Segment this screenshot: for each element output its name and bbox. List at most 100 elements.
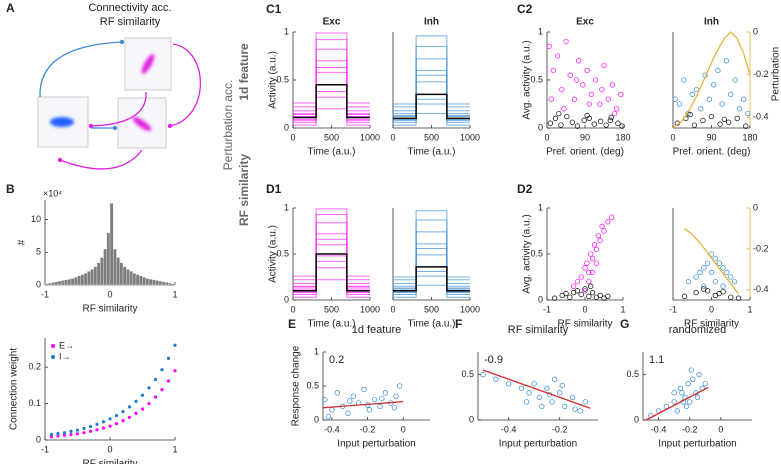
- point: [372, 396, 378, 403]
- point: [95, 428, 99, 432]
- trace: [293, 222, 370, 284]
- trace: [393, 284, 470, 298]
- trace: [293, 208, 370, 277]
- point: [563, 290, 569, 297]
- trace: [293, 84, 370, 119]
- trace: [393, 74, 470, 117]
- point: [322, 396, 328, 403]
- x-axis-label: RF similarity: [83, 459, 138, 464]
- x-tick-label: 0: [582, 304, 587, 314]
- bar: [83, 273, 88, 286]
- point: [569, 394, 576, 400]
- x-tick-label: 500: [324, 132, 339, 142]
- x-tick-label: 90: [580, 132, 590, 142]
- y-tick-label: 0: [538, 294, 543, 304]
- point: [573, 77, 580, 83]
- y2-tick-label: -0.4: [753, 112, 769, 122]
- point: [701, 283, 707, 289]
- point: [716, 290, 722, 297]
- bar: [44, 283, 49, 286]
- point: [721, 116, 727, 123]
- x-axis-label: Pref. orient. (deg): [673, 147, 751, 158]
- trace: [293, 253, 370, 292]
- point: [334, 390, 340, 396]
- point: [121, 419, 125, 423]
- point: [69, 432, 73, 437]
- point: [693, 274, 699, 280]
- point: [493, 376, 499, 382]
- point: [574, 278, 581, 285]
- x-tick-label: 1: [172, 444, 177, 454]
- row-label: RF similarity: [237, 154, 251, 226]
- trace: [293, 67, 370, 116]
- trace: [393, 58, 470, 112]
- trace: [293, 39, 370, 108]
- point: [683, 403, 690, 410]
- point: [736, 106, 742, 112]
- trace: [293, 238, 370, 288]
- point: [591, 242, 598, 248]
- point: [153, 395, 158, 399]
- point: [584, 260, 590, 266]
- point: [173, 343, 177, 347]
- y-tick-label: 0: [284, 294, 289, 304]
- x-axis-label: Pref. orient. (deg): [546, 147, 624, 158]
- point: [556, 110, 562, 117]
- point: [134, 411, 138, 416]
- point: [608, 214, 615, 220]
- x-tick-label: 1: [172, 289, 177, 299]
- point: [559, 382, 565, 389]
- trace: [393, 254, 470, 290]
- point: [559, 86, 565, 93]
- point: [618, 91, 624, 98]
- point: [114, 413, 119, 418]
- connection: [39, 41, 123, 98]
- point: [589, 269, 596, 276]
- x-tick-label: 0: [290, 304, 295, 314]
- x-tick-label: -0.4: [324, 424, 340, 434]
- y-tick-label: 5: [36, 247, 41, 257]
- point: [719, 101, 725, 107]
- point: [350, 393, 356, 399]
- point: [75, 428, 80, 432]
- bar: [126, 269, 130, 286]
- point: [706, 96, 713, 102]
- point: [712, 278, 718, 285]
- trace: [393, 275, 470, 295]
- y-axis-label: #: [17, 239, 28, 245]
- point: [740, 96, 747, 102]
- line: [482, 369, 591, 409]
- bar: [70, 278, 75, 286]
- point: [114, 422, 119, 426]
- point: [49, 432, 54, 437]
- legend-marker: [51, 355, 55, 359]
- x-tick-label: 500: [324, 304, 339, 314]
- bar: [132, 273, 137, 286]
- point: [688, 367, 694, 373]
- x-axis-label: Time (a.u.): [308, 147, 356, 158]
- point: [720, 283, 726, 289]
- point: [696, 372, 702, 378]
- y-tick-label: 1: [284, 202, 289, 212]
- point: [558, 122, 564, 128]
- legend-label: E→: [59, 340, 74, 350]
- connection-end: [57, 157, 63, 163]
- point: [671, 399, 677, 405]
- point: [127, 405, 132, 409]
- point: [611, 110, 618, 117]
- bar: [145, 278, 150, 286]
- point: [108, 417, 112, 421]
- point: [539, 403, 545, 410]
- connection-end: [88, 123, 94, 129]
- x-tick-label: 1000: [360, 132, 380, 142]
- y-tick-label: 0.1: [28, 398, 41, 408]
- chart-title: Inh: [424, 17, 439, 28]
- diagram-title: Connectivity acc.: [88, 2, 171, 14]
- point: [591, 121, 597, 127]
- point: [595, 232, 601, 239]
- point: [75, 432, 80, 436]
- x-tick-label: 1: [620, 304, 625, 314]
- point: [576, 58, 582, 64]
- bar: [152, 279, 156, 286]
- trace: [293, 260, 370, 294]
